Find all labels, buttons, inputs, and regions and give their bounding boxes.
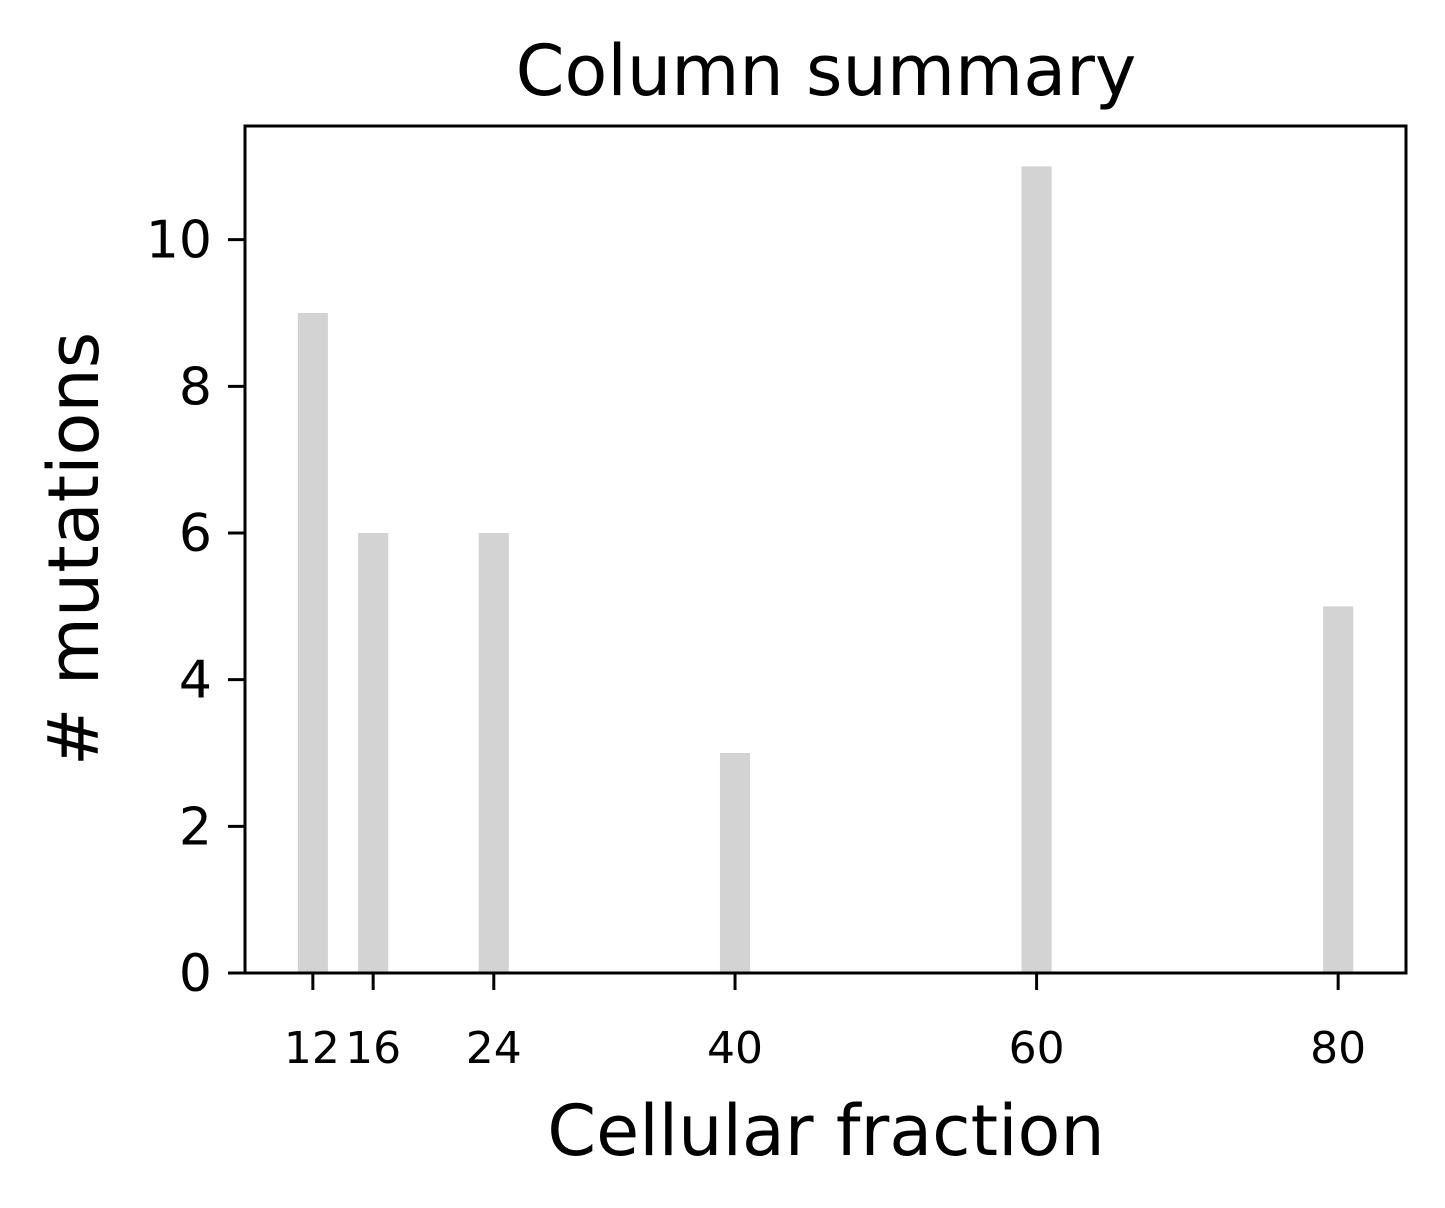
x-tick-label: 80: [1310, 1023, 1366, 1074]
x-axis-label: Cellular fraction: [547, 1090, 1104, 1172]
x-tick-label: 40: [707, 1023, 763, 1074]
x-tick-label: 60: [1009, 1023, 1065, 1074]
y-tick-label: 8: [179, 357, 212, 417]
y-axis-ticks: 0 2 4 6 8 10: [146, 211, 245, 1004]
chart-title: Column summary: [516, 30, 1137, 112]
bars-group: [297, 166, 1354, 974]
x-tick-label: 16: [345, 1023, 401, 1074]
bar-60: [1021, 166, 1052, 974]
bar-80: [1323, 606, 1354, 973]
bar-24: [478, 533, 509, 973]
y-axis-label: # mutations: [33, 332, 115, 766]
x-axis-ticks: 12 16 24 40 60 80: [284, 973, 1366, 1074]
y-tick-label: 4: [179, 651, 212, 711]
y-tick-label: 10: [146, 211, 212, 271]
y-tick-label: 0: [179, 944, 212, 1004]
x-tick-label: 12: [284, 1023, 340, 1074]
bar-12: [297, 313, 328, 973]
bar-40: [719, 753, 751, 973]
y-tick-label: 2: [179, 797, 212, 857]
x-tick-label: 24: [466, 1023, 522, 1074]
plot-frame: [243, 124, 1408, 975]
y-tick-label: 6: [179, 504, 212, 564]
bar-16: [358, 533, 389, 973]
